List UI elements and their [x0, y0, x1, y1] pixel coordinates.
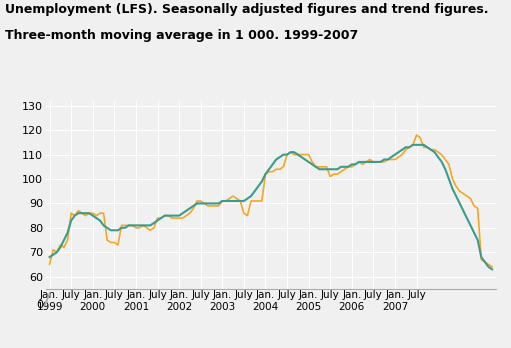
- Text: Three-month moving average in 1 000. 1999-2007: Three-month moving average in 1 000. 199…: [5, 29, 358, 41]
- Text: Unemployment (LFS). Seasonally adjusted figures and trend figures.: Unemployment (LFS). Seasonally adjusted …: [5, 3, 489, 16]
- Text: 0: 0: [36, 300, 43, 309]
